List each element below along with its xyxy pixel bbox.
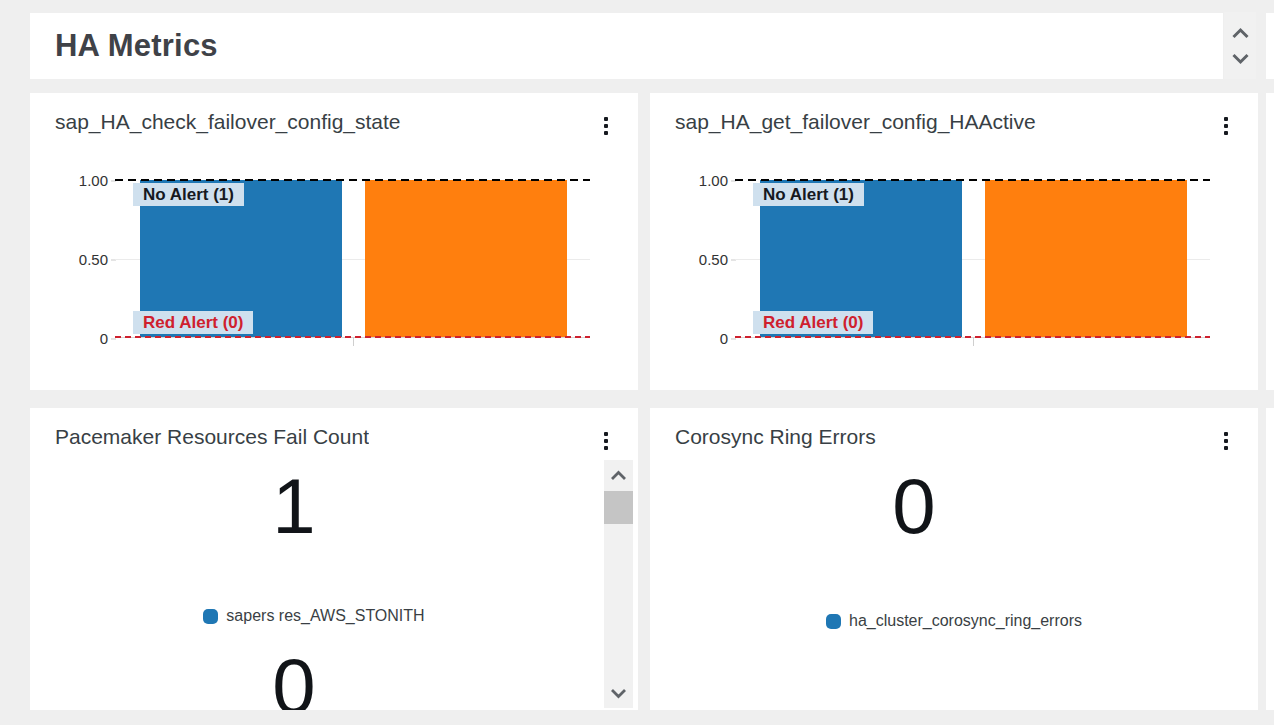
y-axis: 1.000.500: [30, 180, 108, 338]
y-tick-label: 0: [720, 330, 728, 347]
y-tick-label: 0.50: [699, 251, 728, 268]
dashboard-title-widget: HA Metrics: [30, 13, 1223, 79]
widget-title: Pacemaker Resources Fail Count: [55, 425, 369, 449]
annotation-line: [115, 179, 590, 181]
legend-item[interactable]: sapers res_AWS_STONITH: [30, 607, 598, 625]
chevron-down-icon: [1231, 53, 1250, 65]
vertical-ellipsis-icon: [604, 117, 608, 121]
vertical-ellipsis-icon: [604, 432, 608, 436]
y-tick-label: 0: [100, 330, 108, 347]
dashboard-page: HA Metrics sap_HA_check_failover_config_…: [0, 0, 1274, 725]
annotation-line: [735, 336, 1210, 338]
annotation-label: No Alert (1): [753, 183, 864, 206]
plot-area: No Alert (1) Red Alert (0): [735, 180, 1210, 338]
widget-scrollbar[interactable]: [604, 460, 633, 708]
metric-value: 1: [30, 466, 558, 548]
legend-label: ha_cluster_corosync_ring_errors: [849, 612, 1082, 630]
widget-corosync-ring-errors: Corosync Ring Errors 0 ha_cluster_corosy…: [650, 408, 1258, 710]
metric-value: 0: [650, 466, 1178, 548]
dashboard-scroll-control[interactable]: [1224, 12, 1256, 79]
y-tick-label: 1.00: [699, 172, 728, 189]
y-axis: 1.000.500: [650, 180, 728, 338]
annotation-label: Red Alert (0): [133, 311, 253, 334]
chevron-down-icon: [610, 688, 627, 699]
widget-header: sap_HA_check_failover_config_state: [30, 93, 638, 139]
legend-swatch: [203, 609, 218, 624]
widget-header: Pacemaker Resources Fail Count: [30, 408, 638, 454]
cutoff-widget-edge: [1266, 408, 1274, 710]
widget-title: Corosync Ring Errors: [675, 425, 876, 449]
widget-menu-button[interactable]: [598, 113, 614, 139]
widget-header: Corosync Ring Errors: [650, 408, 1258, 454]
scrollbar-thumb[interactable]: [604, 491, 633, 524]
y-tick-label: 0.50: [79, 251, 108, 268]
x-axis-tick: [353, 337, 354, 346]
widget-body: 0 ha_cluster_corosync_ring_errors: [650, 454, 1258, 710]
annotation-label: Red Alert (0): [753, 311, 873, 334]
annotation-line: [115, 336, 590, 338]
bar[interactable]: [365, 180, 567, 337]
scroll-down-button[interactable]: [609, 686, 629, 700]
page-title: HA Metrics: [55, 28, 218, 64]
widget-menu-button[interactable]: [1218, 428, 1234, 454]
widget-failover-config-haactive: sap_HA_get_failover_config_HAActive 1.00…: [650, 93, 1258, 390]
annotation-label: No Alert (1): [133, 183, 244, 206]
widget-body: 1 sapers res_AWS_STONITH 0: [30, 454, 638, 710]
widget-header: sap_HA_get_failover_config_HAActive: [650, 93, 1258, 139]
widget-menu-button[interactable]: [598, 428, 614, 454]
widget-pacemaker-fail-count: Pacemaker Resources Fail Count 1 sapers …: [30, 408, 638, 710]
metric-value-secondary: 0: [30, 646, 558, 710]
chevron-up-icon: [610, 470, 627, 481]
vertical-ellipsis-icon: [1224, 432, 1228, 436]
scroll-down-button[interactable]: [1230, 52, 1250, 66]
scroll-up-button[interactable]: [1230, 26, 1250, 40]
widget-title: sap_HA_check_failover_config_state: [55, 110, 401, 134]
cutoff-widget-edge: [1266, 93, 1274, 390]
vertical-ellipsis-icon: [1224, 117, 1228, 121]
widget-failover-config-state: sap_HA_check_failover_config_state 1.000…: [30, 93, 638, 390]
widget-title: sap_HA_get_failover_config_HAActive: [675, 110, 1036, 134]
chevron-up-icon: [1231, 27, 1250, 39]
annotation-line: [735, 179, 1210, 181]
legend-item[interactable]: ha_cluster_corosync_ring_errors: [650, 612, 1258, 630]
legend-label: sapers res_AWS_STONITH: [226, 607, 424, 625]
bar[interactable]: [985, 180, 1187, 337]
legend-swatch: [826, 614, 841, 629]
scroll-up-button[interactable]: [609, 468, 629, 482]
plot-area: No Alert (1) Red Alert (0): [115, 180, 590, 338]
x-axis-tick: [973, 337, 974, 346]
cutoff-widget-edge: [1266, 13, 1274, 79]
widget-menu-button[interactable]: [1218, 113, 1234, 139]
y-tick-label: 1.00: [79, 172, 108, 189]
